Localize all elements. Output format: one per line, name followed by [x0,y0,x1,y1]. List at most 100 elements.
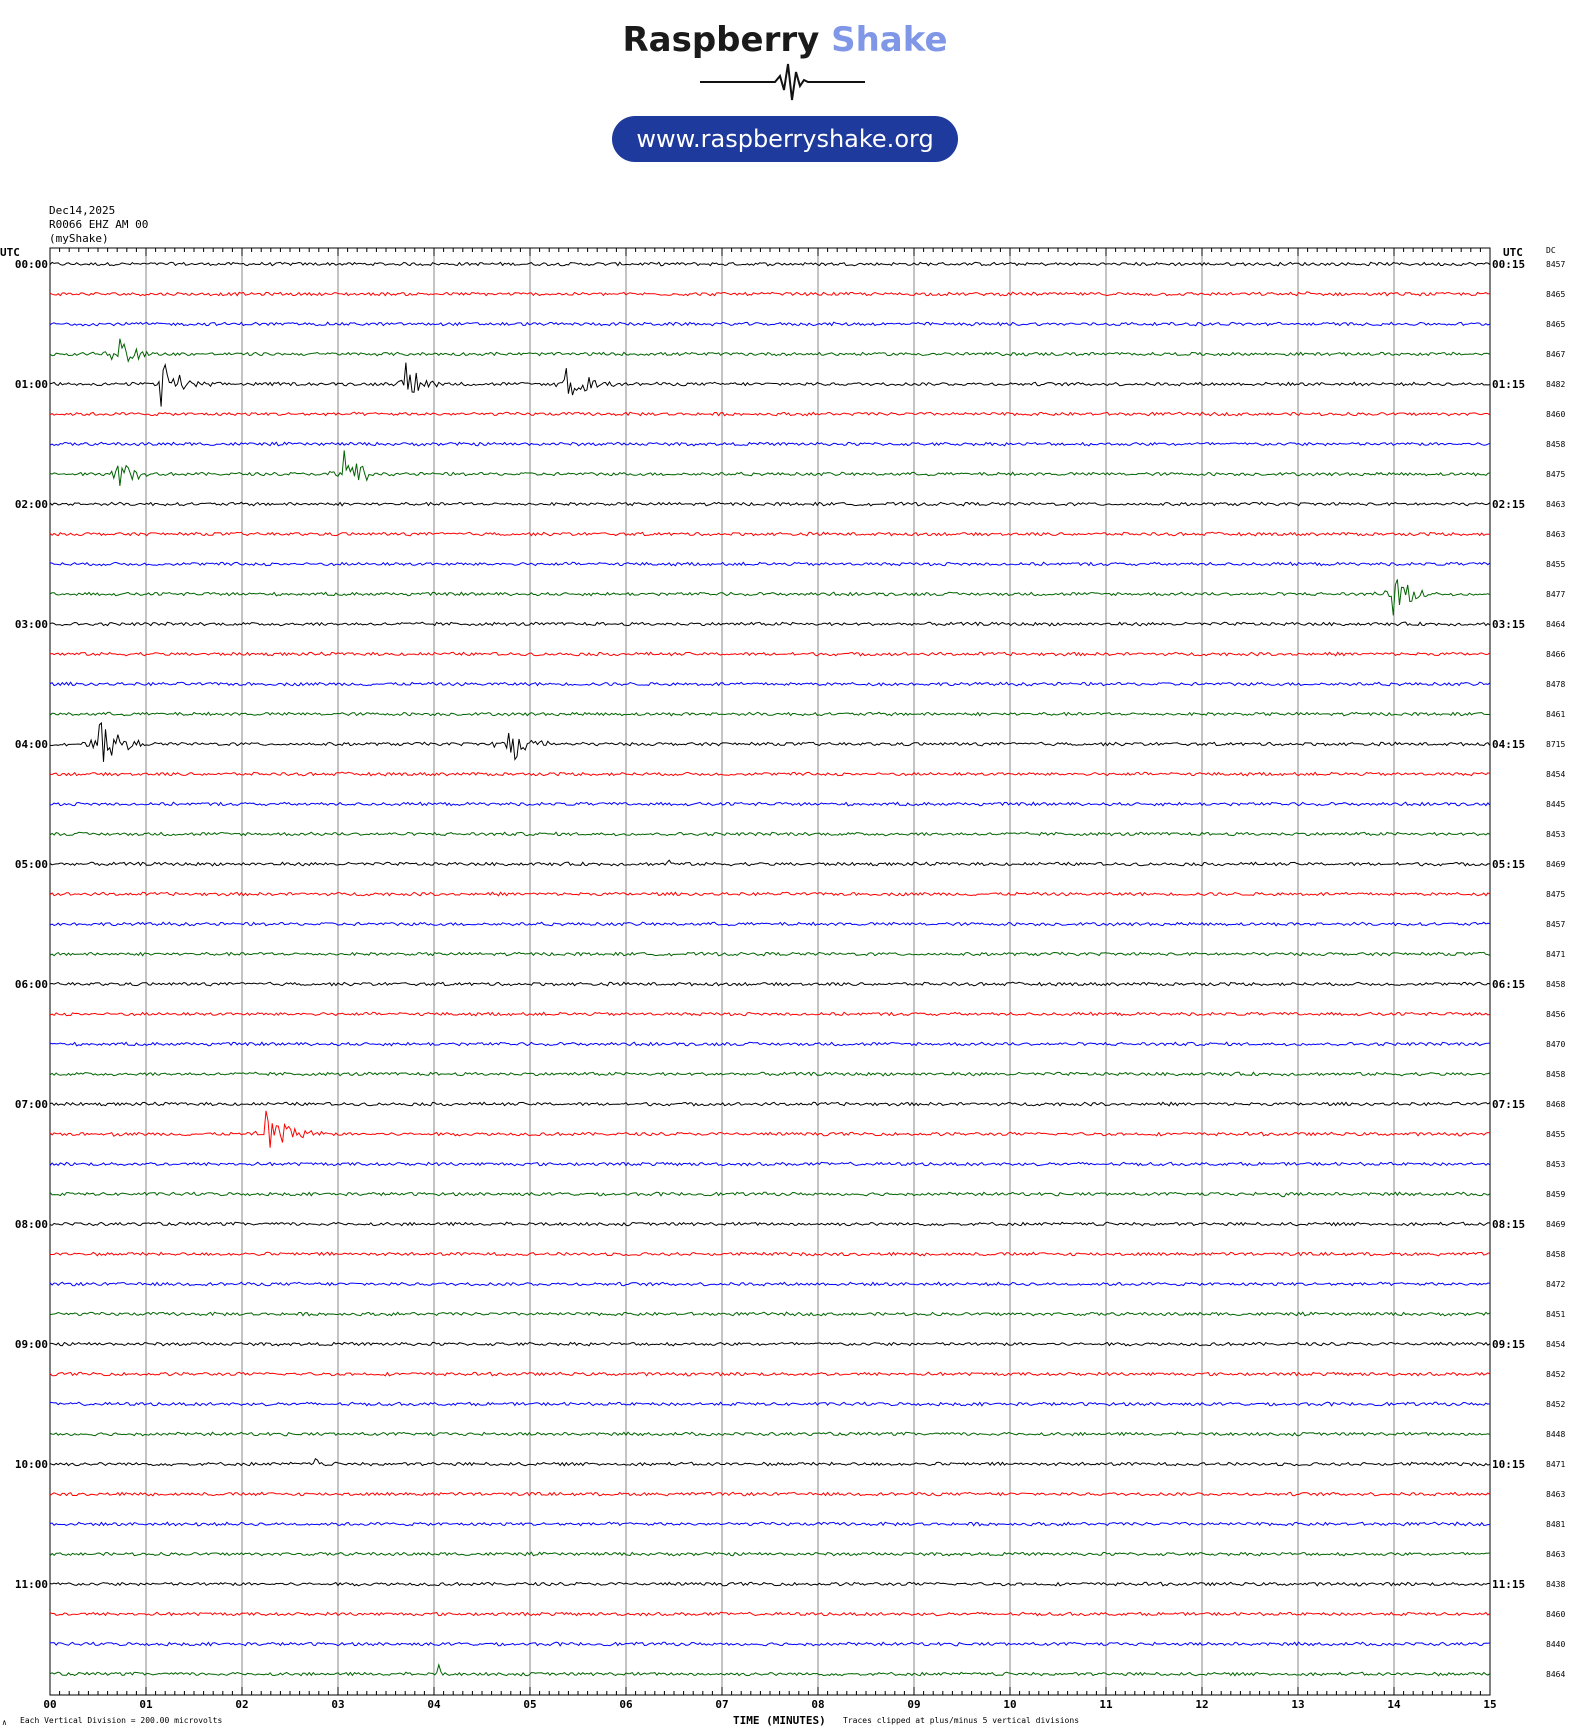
plot-frame [49,247,1491,1696]
clipping-note: Traces clipped at plus/minus 5 vertical … [843,1716,1080,1725]
trace-line [49,1491,1491,1497]
x-tick-label: 14 [1387,1698,1401,1711]
right-utc-title: UTC [1503,246,1523,259]
website-link[interactable]: www.raspberryshake.org [612,116,958,162]
dc-offset-label: 8477 [1546,590,1565,599]
x-tick-label: 13 [1291,1698,1304,1711]
trace-line [49,1101,1491,1107]
trace-line [49,501,1491,507]
trace-line [49,651,1491,657]
dc-offset-label: 8454 [1546,1340,1565,1349]
dc-offset-label: 8472 [1546,1280,1565,1289]
trace-line [49,1110,1491,1148]
vertical-division-note: Each Vertical Division = 200.00 microvol… [20,1716,223,1725]
dc-offset-label: 8453 [1546,1160,1565,1169]
trace-line [49,1662,1491,1677]
right-hour-label: 09:15 [1492,1338,1525,1351]
right-hour-label: 04:15 [1492,738,1525,751]
dc-offset-label: 8466 [1546,650,1565,659]
seismic-traces [49,261,1491,1677]
logo-word-raspberry: Raspberry [622,20,820,60]
dc-offset-label: 8464 [1546,620,1565,629]
dc-offset-label: 8463 [1546,1490,1565,1499]
logo-title: Raspberry Shake [0,20,1570,60]
right-hour-label: 05:15 [1492,858,1525,871]
left-hour-label: 05:00 [15,858,48,871]
trace-line [49,771,1491,777]
right-hour-label: 06:15 [1492,978,1525,991]
dc-offset-label: 8440 [1546,1640,1565,1649]
dc-offset-label: 8460 [1546,410,1565,419]
trace-line [49,1161,1491,1167]
plot-grid [49,247,1491,1696]
left-hour-label: 00:00 [15,258,48,271]
x-tick-label: 02 [235,1698,248,1711]
dc-offset-label: 8460 [1546,1610,1565,1619]
dc-offset-label: 8455 [1546,560,1565,569]
dc-offset-label: 8458 [1546,1250,1565,1259]
x-tick-label: 03 [331,1698,344,1711]
right-hour-label: 08:15 [1492,1218,1525,1231]
left-utc-title: UTC [0,246,20,259]
trace-line [49,1011,1491,1017]
dc-offset-label: 8455 [1546,1130,1565,1139]
left-hour-label: 11:00 [15,1578,48,1591]
dc-offset-label: 8452 [1546,1370,1565,1379]
dc-offset-label: 8465 [1546,290,1565,299]
dc-offset-label: 8465 [1546,320,1565,329]
dc-offset-label: 8475 [1546,890,1565,899]
trace-line [49,1581,1491,1587]
right-hour-label: 01:15 [1492,378,1525,391]
trace-line [49,450,1491,486]
left-hour-label: 04:00 [15,738,48,751]
x-tick-label: 04 [427,1698,441,1711]
trace-line [49,1611,1491,1617]
trace-line [49,411,1491,417]
trace-line [49,1457,1491,1467]
dc-offset-label: 8467 [1546,350,1565,359]
left-hour-label: 06:00 [15,978,48,991]
x-tick-label: 10 [1003,1698,1016,1711]
seismic-wave-icon [700,63,865,101]
left-hour-label: 09:00 [15,1338,48,1351]
trace-line [49,1281,1491,1287]
dc-offset-label: 8459 [1546,1190,1565,1199]
dc-offset-label: 8464 [1546,1670,1565,1679]
dc-offset-label: 8458 [1546,440,1565,449]
trace-line [49,291,1491,297]
trace-line [49,338,1491,363]
dc-offset-label: 8461 [1546,710,1565,719]
trace-line [49,981,1491,987]
trace-line [49,441,1491,447]
trace-line [49,859,1491,867]
dc-offset-label: 8453 [1546,830,1565,839]
right-hour-label: 10:15 [1492,1458,1525,1471]
dc-offset-label: 8438 [1546,1580,1565,1589]
dc-offset-label: 8463 [1546,1550,1565,1559]
trace-line [49,1371,1491,1377]
dc-offset-label: 8448 [1546,1430,1565,1439]
trace-line [49,531,1491,537]
trace-line [49,1401,1491,1407]
trace-line [49,951,1491,957]
x-tick-label: 11 [1099,1698,1113,1711]
x-tick-label: 06 [619,1698,633,1711]
dc-offset-label: 8454 [1546,770,1565,779]
dc-offset-label: 8481 [1546,1520,1565,1529]
left-hour-label: 08:00 [15,1218,48,1231]
dc-offset-label: 8482 [1546,380,1565,389]
axis-labels: 8457 00:00 00:15 8465 8465 8467 8482 01:00 01:15… [0,246,1565,1711]
x-tick-label: 05 [523,1698,536,1711]
trace-line [49,362,1491,407]
trace-line [49,579,1491,616]
trace-line [49,1221,1491,1227]
dc-title: DC [1546,246,1556,255]
trace-line [49,1431,1491,1437]
station-id: R0066 EHZ AM 00 [49,218,149,231]
trace-line [49,561,1491,567]
trace-line [49,1551,1491,1557]
dc-offset-label: 8456 [1546,1010,1565,1019]
trace-line [50,1251,1491,1257]
dc-offset-label: 8451 [1546,1310,1565,1319]
